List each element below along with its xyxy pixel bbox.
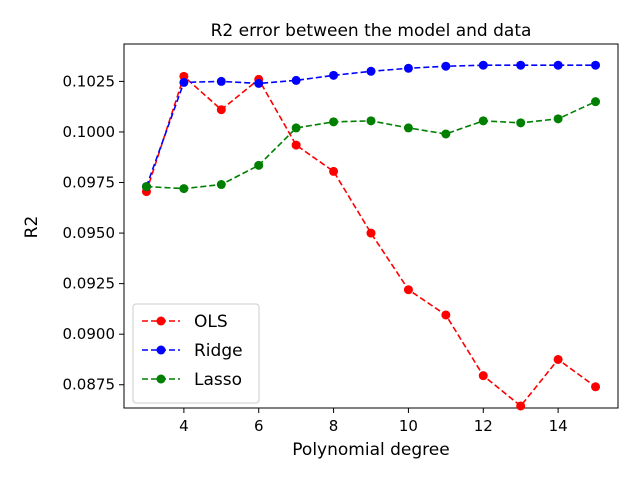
data-point-lasso xyxy=(478,116,488,126)
data-point-ols xyxy=(478,371,488,381)
data-point-ridge xyxy=(216,76,226,86)
data-point-ridge xyxy=(403,63,413,73)
x-tick-label: 12 xyxy=(474,417,493,435)
legend-label-ols: OLS xyxy=(194,312,228,332)
data-point-ols xyxy=(366,228,376,238)
x-tick-label: 14 xyxy=(549,417,568,435)
data-point-ridge xyxy=(441,61,451,71)
legend: OLS Ridge Lasso xyxy=(132,303,260,404)
x-tick-label: 6 xyxy=(254,417,264,435)
x-tick-label: 10 xyxy=(399,417,418,435)
chart-title: R2 error between the model and data xyxy=(211,21,532,41)
y-tick-label: 0.0875 xyxy=(63,376,116,394)
data-point-ridge xyxy=(516,60,526,70)
y-tick-label: 0.1025 xyxy=(63,72,116,90)
data-point-lasso xyxy=(403,123,413,133)
legend-label-lasso: Lasso xyxy=(194,370,242,390)
y-tick-label: 0.0975 xyxy=(63,174,116,192)
data-point-ridge xyxy=(254,78,264,88)
data-point-ridge xyxy=(591,60,601,70)
data-point-lasso xyxy=(591,97,601,107)
data-point-ols xyxy=(329,166,339,176)
data-point-ols xyxy=(216,105,226,115)
y-axis-label: R2 xyxy=(22,216,42,239)
data-point-lasso xyxy=(553,114,563,124)
data-point-ridge xyxy=(478,60,488,70)
data-point-lasso xyxy=(141,182,151,192)
data-point-ols xyxy=(516,401,526,411)
data-point-ols xyxy=(291,140,301,150)
legend-marker-lasso xyxy=(156,374,166,384)
y-tick-label: 0.0950 xyxy=(63,224,116,242)
x-tick-label: 8 xyxy=(329,417,339,435)
legend-marker-ols xyxy=(156,316,166,326)
legend-marker-ridge xyxy=(156,345,166,355)
x-tick-label: 4 xyxy=(179,417,189,435)
data-point-ols xyxy=(403,285,413,295)
data-point-lasso xyxy=(329,117,339,127)
data-point-ols xyxy=(591,382,601,392)
data-point-ols xyxy=(553,354,563,364)
plot-frame xyxy=(123,43,619,409)
y-tick-label: 0.0900 xyxy=(63,325,116,343)
x-axis-label: Polynomial degree xyxy=(292,440,449,460)
data-point-ridge xyxy=(329,70,339,80)
data-point-lasso xyxy=(254,160,264,170)
data-point-lasso xyxy=(179,184,189,194)
y-tick-label: 0.1000 xyxy=(63,123,116,141)
data-point-lasso xyxy=(441,129,451,139)
data-point-lasso xyxy=(291,123,301,133)
data-point-ridge xyxy=(366,66,376,76)
y-tick-label: 0.0925 xyxy=(63,275,116,293)
data-point-lasso xyxy=(216,180,226,190)
legend-label-ridge: Ridge xyxy=(194,341,243,361)
data-point-lasso xyxy=(366,116,376,126)
data-point-lasso xyxy=(516,118,526,128)
data-point-ols xyxy=(441,310,451,320)
data-point-ridge xyxy=(553,60,563,70)
data-point-ridge xyxy=(291,75,301,85)
data-point-ridge xyxy=(179,77,189,87)
